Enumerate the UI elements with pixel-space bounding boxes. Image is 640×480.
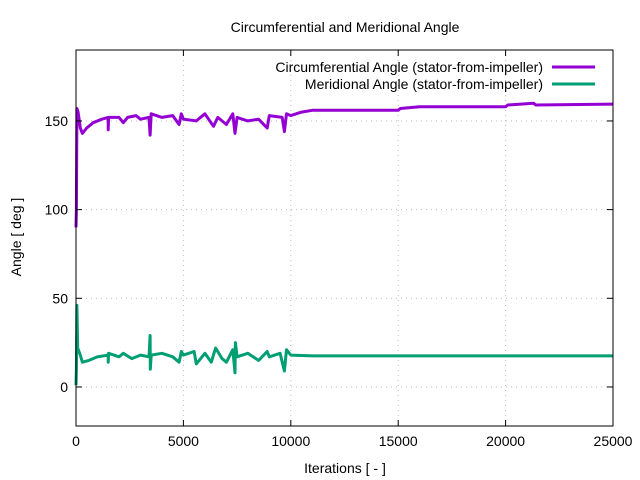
- x-tick-label: 15000: [379, 433, 418, 449]
- x-tick-label: 0: [72, 433, 80, 449]
- series-line-0: [74, 101, 614, 228]
- plot-frame: [75, 49, 614, 427]
- series-group: [74, 101, 614, 386]
- y-axis-label: Angle [ deg ]: [8, 198, 24, 277]
- chart-title: Circumferential and Meridional Angle: [231, 19, 460, 35]
- legend-label-1: Meridional Angle (stator-from-impeller): [305, 76, 543, 92]
- x-tick-label: 10000: [271, 433, 310, 449]
- y-tick-label: 50: [52, 290, 68, 306]
- grid: [76, 50, 613, 426]
- legend: Circumferential Angle (stator-from-impel…: [275, 59, 595, 92]
- y-tick-label: 100: [45, 202, 69, 218]
- series-line-1: [74, 303, 613, 386]
- legend-label-0: Circumferential Angle (stator-from-impel…: [275, 59, 543, 75]
- x-axis-label: Iterations [ - ]: [304, 460, 386, 476]
- x-tick-label: 5000: [168, 433, 199, 449]
- y-tick-label: 150: [45, 113, 69, 129]
- x-tick-label: 25000: [594, 433, 633, 449]
- x-tick-label: 20000: [486, 433, 525, 449]
- ticks: 0 5000 10000 15000 20000 25000 0 50 100 150: [45, 50, 633, 449]
- y-tick-label: 0: [60, 379, 68, 395]
